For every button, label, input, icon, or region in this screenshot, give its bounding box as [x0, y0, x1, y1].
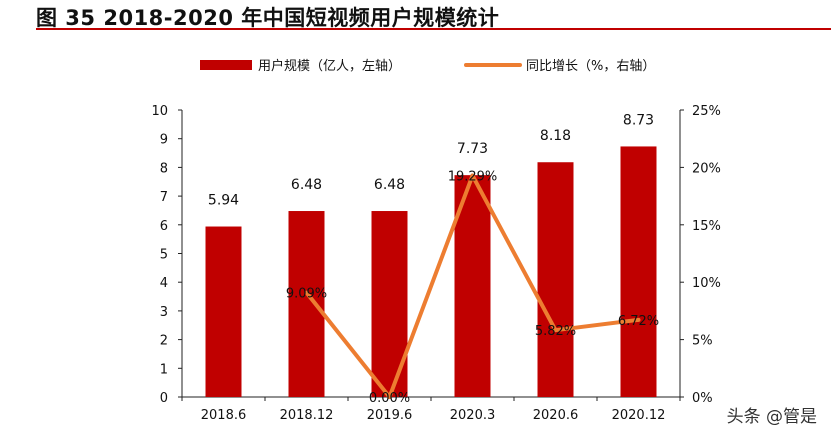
x-tick-label: 2020.6 [533, 408, 579, 423]
right-tick-label: 5% [692, 334, 713, 349]
bar-data-label: 6.48 [291, 177, 322, 193]
x-tick-label: 2020.3 [450, 408, 496, 423]
line-data-label: 19.29% [448, 170, 498, 185]
x-tick-label: 2018.6 [201, 408, 247, 423]
right-tick-label: 10% [692, 276, 721, 291]
x-tick-label: 2020.12 [612, 408, 666, 423]
left-tick-label: 10 [151, 104, 168, 119]
bar-data-label: 7.73 [457, 141, 488, 157]
left-tick-label: 3 [160, 305, 168, 320]
bar-data-label: 8.18 [540, 128, 571, 144]
left-tick-label: 5 [160, 248, 168, 263]
line-point [387, 395, 392, 399]
legend-line-label: 同比增长（%，右轴） [526, 59, 655, 74]
x-tick-label: 2018.12 [280, 408, 334, 423]
bar [205, 226, 242, 397]
right-tick-label: 20% [692, 161, 721, 176]
bar [288, 211, 325, 397]
line-data-label: 6.72% [618, 314, 659, 329]
bar-data-label: 6.48 [374, 177, 405, 193]
bar-data-label: 8.73 [623, 112, 654, 128]
line-point [304, 290, 309, 295]
chart-title: 图 35 2018-2020 年中国短视频用户规模统计 [36, 6, 500, 30]
left-tick-label: 0 [160, 391, 168, 406]
right-tick-label: 15% [692, 219, 721, 234]
left-tick-label: 2 [160, 334, 168, 349]
watermark: 头条 @管是 [726, 407, 817, 427]
right-tick-label: 0% [692, 391, 713, 406]
line-data-label: 9.09% [286, 287, 327, 302]
right-tick-label: 25% [692, 104, 721, 119]
line-point [553, 328, 558, 333]
bar [537, 162, 574, 397]
bar-data-label: 5.94 [208, 193, 239, 209]
left-tick-label: 4 [160, 276, 168, 291]
bar [371, 211, 408, 397]
title-rule [36, 28, 831, 30]
line-point [636, 317, 641, 322]
line-data-label: 0.00% [369, 391, 410, 406]
line-data-label: 5.82% [535, 324, 576, 339]
line-point [470, 173, 475, 178]
x-tick-label: 2019.6 [367, 408, 413, 423]
left-tick-label: 8 [160, 161, 168, 176]
left-tick-label: 9 [160, 133, 168, 148]
left-tick-label: 1 [160, 362, 168, 377]
legend-bar-swatch [200, 60, 252, 70]
left-tick-label: 6 [160, 219, 168, 234]
left-tick-label: 7 [160, 190, 168, 205]
bar [620, 146, 657, 397]
legend-bar-label: 用户规模（亿人，左轴） [258, 58, 401, 74]
